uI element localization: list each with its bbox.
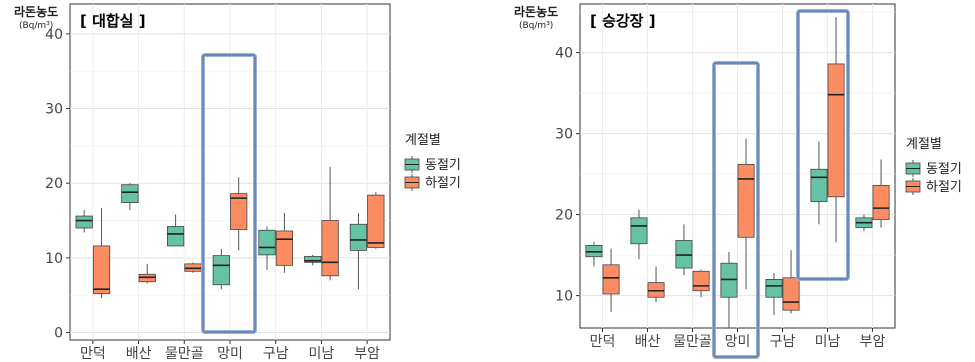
y-tick-label: 30: [555, 127, 573, 143]
box-body: [647, 282, 665, 298]
box-body: [367, 194, 385, 248]
box-body: [810, 168, 828, 203]
x-tick-label-4: 망미: [217, 346, 243, 362]
box-하절기-망미: [737, 138, 755, 290]
legend-label-1: 동절기: [425, 158, 461, 173]
box-body: [166, 226, 185, 247]
box-동절기-배산: [121, 183, 139, 211]
x-tick-label-4: 망미: [725, 334, 751, 350]
box-동절기-구남: [258, 226, 276, 270]
box-body: [321, 220, 339, 277]
box-동절기-물만골: [675, 224, 693, 276]
box-body: [92, 245, 111, 295]
x-tick-label-6: 미남: [815, 334, 841, 350]
y-tick-label: 10: [45, 251, 63, 267]
x-tick-label-5: 구남: [770, 334, 796, 350]
box-body: [349, 223, 368, 251]
x-tick-label-1: 만덕: [80, 346, 106, 362]
legend-label-2: 하절기: [425, 176, 461, 191]
box-동절기-부암: [855, 214, 873, 231]
box-하절기-구남: [782, 250, 800, 314]
box-body: [304, 255, 322, 263]
y-tick-label: 20: [555, 208, 573, 224]
box-body: [872, 185, 890, 220]
box-동절기-망미: [720, 251, 738, 328]
box-동절기-미남: [304, 254, 322, 266]
x-tick-label-2: 배산: [126, 346, 152, 362]
y-tick-label: 10: [555, 289, 573, 305]
highlight-box: [797, 10, 849, 280]
box-동절기-망미: [212, 248, 230, 290]
box-하절기-미남: [321, 166, 339, 281]
highlight-box: [713, 62, 759, 358]
x-tick-label-5: 구남: [263, 346, 289, 362]
box-하절기-배산: [647, 266, 665, 303]
box-body: [121, 184, 139, 204]
box-하절기-물만골: [692, 269, 710, 298]
x-tick-label-1: 만덕: [590, 334, 616, 350]
box-body: [782, 277, 800, 311]
y-tick-label: 40: [45, 27, 63, 43]
y-axis-label: 라돈농도: [514, 4, 558, 19]
y-tick-label: 0: [54, 326, 63, 342]
box-동절기-구남: [765, 272, 783, 316]
box-body: [230, 193, 248, 230]
box-body: [765, 278, 783, 298]
box-하절기-망미: [230, 177, 248, 251]
box-하절기-만덕: [602, 248, 620, 312]
box-body: [692, 270, 710, 292]
x-tick-label-2: 배산: [635, 334, 661, 350]
y-tick-label: 20: [45, 176, 63, 192]
box-하절기-부암: [367, 192, 385, 249]
y-axis-unit: (Bq/m³): [519, 21, 553, 31]
x-tick-label-7: 부암: [354, 346, 380, 362]
chart-title: [ 대합실 ]: [80, 12, 146, 30]
legend-label-2: 하절기: [926, 180, 962, 195]
box-동절기-부암: [349, 213, 368, 290]
y-axis-unit: (Bq/m³): [19, 21, 53, 31]
box-body: [720, 262, 738, 298]
legend-title: 계절별: [405, 133, 441, 148]
y-axis-label: 라돈농도: [14, 4, 58, 19]
box-동절기-만덕: [75, 210, 93, 233]
box-body: [258, 229, 276, 256]
box-body: [212, 255, 230, 286]
box-body: [630, 217, 648, 245]
box-동절기-배산: [630, 209, 648, 260]
x-tick-label-6: 미남: [309, 346, 335, 362]
box-body: [585, 244, 603, 258]
box-하절기-만덕: [92, 207, 111, 299]
x-tick-label-7: 부암: [860, 334, 886, 350]
box-body: [75, 215, 93, 229]
y-tick-label: 30: [45, 102, 63, 118]
box-하절기-물만골: [184, 262, 202, 273]
box-body: [737, 163, 755, 238]
y-tick-label: 40: [555, 46, 573, 62]
legend-label-1: 동절기: [926, 162, 962, 177]
x-tick-label-3: 물만골: [165, 346, 204, 362]
box-body: [675, 240, 693, 269]
box-하절기-미남: [827, 16, 845, 243]
highlight-box: [202, 54, 256, 333]
box-body: [275, 230, 294, 266]
box-동절기-만덕: [585, 242, 603, 267]
box-body: [827, 63, 845, 198]
box-동절기-미남: [810, 141, 828, 225]
box-하절기-구남: [275, 213, 294, 273]
box-동절기-물만골: [166, 214, 185, 247]
x-tick-label-3: 물만골: [673, 334, 712, 350]
chart-title: [ 승강장 ]: [590, 12, 656, 30]
boxplot-panel-2: 10 20 30 40 만덕 배산 물만골 망미 구남 미남 부암 [ 승강장 ] 라돈농도 (Bq/m³…: [514, 3, 962, 359]
legend-title: 계절별: [906, 137, 942, 152]
box-하절기-부암: [872, 159, 890, 228]
boxplot-panel-1: 0 10 20 30 40 만덕 배산 물만골 망미 구남 미남 부암 [ 대합실 ] 라돈농도 (Bq/m…: [14, 3, 461, 362]
box-하절기-배산: [138, 263, 156, 284]
box-body: [602, 264, 620, 295]
